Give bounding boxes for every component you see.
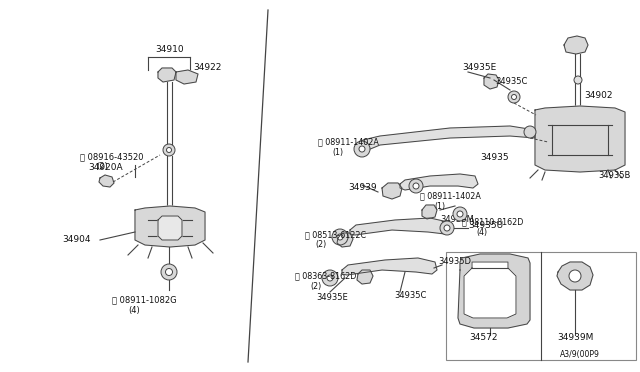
Circle shape	[457, 211, 463, 217]
Polygon shape	[342, 258, 437, 275]
Circle shape	[511, 94, 516, 99]
Text: (2): (2)	[310, 282, 321, 291]
Circle shape	[332, 229, 348, 245]
Text: 34935E: 34935E	[316, 294, 348, 302]
Circle shape	[161, 264, 177, 280]
Polygon shape	[337, 233, 353, 247]
Text: 34902: 34902	[584, 90, 612, 99]
Text: ⓝ 08911-1402A: ⓝ 08911-1402A	[318, 138, 379, 147]
Circle shape	[524, 126, 536, 138]
Circle shape	[337, 234, 343, 240]
Circle shape	[166, 269, 173, 276]
Text: 34939: 34939	[348, 183, 376, 192]
Text: ⓝ 08911-1082G: ⓝ 08911-1082G	[112, 295, 177, 305]
Polygon shape	[99, 175, 114, 187]
Text: Ⓑ 08110-8162D: Ⓑ 08110-8162D	[462, 218, 524, 227]
Text: A3/9(00P9: A3/9(00P9	[560, 350, 600, 359]
Text: (2): (2)	[315, 241, 326, 250]
Circle shape	[508, 91, 520, 103]
Polygon shape	[176, 70, 198, 84]
Text: 34935C: 34935C	[495, 77, 527, 87]
Circle shape	[163, 144, 175, 156]
Polygon shape	[135, 206, 205, 247]
Text: (4): (4)	[476, 228, 487, 237]
Text: Ⓢ 08513-6122C: Ⓢ 08513-6122C	[305, 231, 366, 240]
Text: 34910: 34910	[155, 45, 184, 55]
Circle shape	[453, 207, 467, 221]
Circle shape	[569, 270, 581, 282]
Text: 34935E: 34935E	[462, 64, 496, 73]
Polygon shape	[564, 36, 588, 54]
Text: 34920A: 34920A	[88, 164, 123, 173]
Circle shape	[440, 221, 454, 235]
Circle shape	[409, 179, 423, 193]
Text: 34904: 34904	[62, 235, 90, 244]
Text: ⓝ 08911-1402A: ⓝ 08911-1402A	[420, 192, 481, 201]
Circle shape	[359, 146, 365, 152]
Circle shape	[322, 270, 338, 286]
Text: Ⓟ 08916-43520: Ⓟ 08916-43520	[80, 153, 143, 161]
Text: 34935D: 34935D	[438, 257, 471, 266]
Text: 34935C: 34935C	[394, 292, 426, 301]
Polygon shape	[400, 174, 478, 190]
Circle shape	[166, 148, 172, 153]
Polygon shape	[464, 262, 516, 318]
Polygon shape	[458, 254, 530, 328]
Polygon shape	[158, 68, 176, 82]
Circle shape	[354, 141, 370, 157]
Text: 34935: 34935	[480, 154, 509, 163]
Polygon shape	[158, 216, 182, 240]
Polygon shape	[350, 218, 450, 235]
Text: 34935U: 34935U	[468, 221, 503, 230]
Text: 34939M: 34939M	[557, 334, 593, 343]
Polygon shape	[557, 262, 593, 290]
Polygon shape	[422, 205, 437, 219]
Polygon shape	[535, 106, 625, 172]
Circle shape	[444, 225, 450, 231]
Circle shape	[574, 76, 582, 84]
Text: (1): (1)	[332, 148, 343, 157]
Polygon shape	[382, 183, 402, 199]
Circle shape	[327, 275, 333, 281]
Text: 34935B: 34935B	[598, 171, 630, 180]
Polygon shape	[484, 74, 499, 89]
Text: (4): (4)	[128, 305, 140, 314]
Text: Ⓢ 08363-8162D: Ⓢ 08363-8162D	[295, 272, 356, 280]
Text: 34922: 34922	[193, 64, 221, 73]
Bar	[446, 252, 636, 360]
Text: (1): (1)	[434, 202, 445, 211]
Text: 34572: 34572	[470, 334, 499, 343]
Polygon shape	[357, 270, 373, 284]
Text: (2): (2)	[96, 163, 108, 171]
Polygon shape	[360, 126, 535, 152]
Text: 34935M: 34935M	[440, 215, 474, 224]
Circle shape	[413, 183, 419, 189]
